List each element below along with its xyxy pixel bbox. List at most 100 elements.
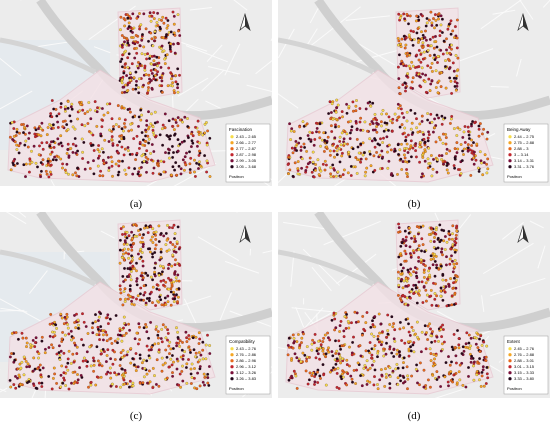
sample-point [314, 163, 317, 166]
sample-point [153, 150, 156, 153]
sample-point [41, 122, 44, 125]
sample-point [418, 49, 421, 52]
sample-point [208, 344, 211, 347]
sample-point [290, 375, 293, 378]
sample-point [103, 350, 106, 353]
sample-point [128, 22, 131, 25]
sample-point [80, 338, 83, 341]
sample-point [15, 331, 18, 334]
sample-point [175, 174, 178, 177]
sample-point [467, 150, 470, 153]
sample-point [65, 123, 68, 126]
sample-point [400, 158, 403, 161]
sample-point [312, 372, 315, 375]
sample-point [162, 72, 165, 75]
sample-point [349, 132, 352, 135]
sample-point [387, 167, 390, 170]
sample-point [175, 326, 178, 329]
sample-point [162, 124, 165, 127]
sample-point [124, 324, 127, 327]
sample-point [418, 281, 421, 284]
sample-point [141, 33, 144, 36]
sample-point [168, 352, 171, 355]
sample-point [161, 304, 164, 307]
sample-point [435, 233, 438, 236]
sample-point [176, 86, 179, 89]
sample-point [300, 146, 303, 149]
sample-point [81, 157, 84, 160]
sample-point [294, 147, 297, 150]
sample-point [77, 324, 80, 327]
sample-point [148, 349, 151, 352]
basemap-label: Positron [507, 174, 522, 179]
sample-point [406, 366, 409, 369]
sample-point [416, 321, 419, 324]
sample-point [422, 301, 425, 304]
sample-point [349, 120, 352, 123]
sample-point [25, 163, 28, 166]
sample-point [170, 358, 173, 361]
sample-point [60, 365, 63, 368]
sample-point [431, 62, 434, 65]
sample-point [111, 117, 114, 120]
sample-point [54, 324, 57, 327]
sample-point [369, 153, 372, 156]
sample-point [292, 152, 295, 155]
sample-point [432, 263, 435, 266]
sample-point [421, 173, 424, 176]
sample-point [446, 241, 449, 244]
sample-point [425, 289, 428, 292]
sample-point [322, 363, 325, 366]
sample-point [349, 155, 352, 158]
sample-point [476, 373, 479, 376]
sample-point [86, 365, 89, 368]
sample-point [288, 379, 291, 382]
sample-point [377, 143, 380, 146]
sample-point [25, 360, 28, 363]
sample-point [437, 55, 440, 58]
sample-point [171, 81, 174, 84]
sample-point [119, 239, 122, 242]
sample-point [473, 163, 476, 166]
legend-title: Fascination [229, 127, 253, 132]
sample-point [41, 142, 44, 145]
sample-point [457, 57, 460, 60]
sample-point [444, 133, 447, 136]
sample-point [317, 158, 320, 161]
sample-point [407, 269, 410, 272]
sample-point [415, 271, 418, 274]
sample-point [188, 151, 191, 154]
sample-point [126, 56, 129, 59]
sample-point [81, 138, 84, 141]
sample-point [392, 355, 395, 358]
legend-swatch [230, 371, 233, 374]
sample-point [177, 274, 180, 277]
legend-swatch [508, 371, 511, 374]
panel-label: (b) [278, 198, 550, 210]
sample-point [171, 226, 174, 229]
sample-point [128, 81, 131, 84]
sample-point [162, 36, 165, 39]
sample-point [436, 61, 439, 64]
sample-point [451, 30, 454, 33]
sample-point [438, 376, 441, 379]
sample-point [128, 386, 131, 389]
sample-point [445, 143, 448, 146]
sample-point [397, 294, 400, 297]
sample-point [105, 360, 108, 363]
sample-point [152, 367, 155, 370]
sample-point [290, 127, 293, 130]
sample-point [121, 127, 124, 130]
sample-point [399, 354, 402, 357]
sample-point [363, 367, 366, 370]
sample-point [59, 386, 62, 389]
sample-point [477, 167, 480, 170]
sample-point [318, 167, 321, 170]
sample-point [416, 72, 419, 75]
sample-point [117, 151, 120, 154]
sample-point [374, 113, 377, 116]
sample-point [78, 110, 81, 113]
sample-point [394, 113, 397, 116]
sample-point [348, 346, 351, 349]
